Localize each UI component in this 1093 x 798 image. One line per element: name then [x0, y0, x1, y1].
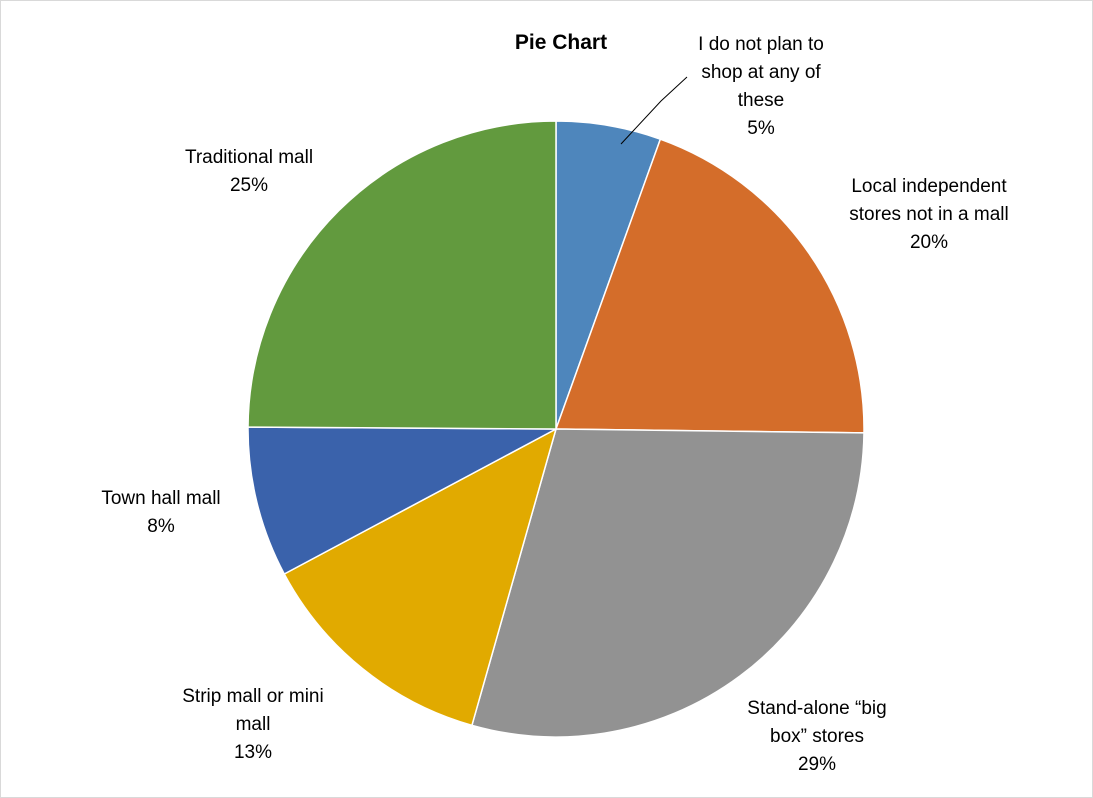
slice-label: Stand-alone “big box” stores 29% [697, 695, 937, 779]
pie-slice [247, 426, 557, 575]
slice-label: Town hall mall 8% [41, 485, 281, 541]
slice-label-line: Town hall mall [101, 488, 221, 509]
slice-label-line: box” stores [770, 726, 864, 747]
slice-label-line: stores not in a mall [849, 204, 1009, 225]
chart-title: Pie Chart [514, 31, 608, 54]
pie-slice [554, 138, 865, 434]
pie-slice [247, 120, 557, 430]
slice-label: I do not plan to shop at any of these 5% [641, 31, 881, 143]
slice-percent-label: 25% [229, 175, 269, 196]
slice-percent-label: 8% [147, 516, 175, 537]
slice-label-line: Strip mall or mini [182, 686, 324, 707]
slice-label-line: Stand-alone “big [747, 698, 887, 719]
leader-line [620, 76, 688, 145]
pie-slice [471, 428, 865, 738]
pie-slice [283, 427, 558, 727]
slice-label-line: Traditional mall [184, 147, 314, 168]
slice-label: Strip mall or mini mall 13% [133, 683, 373, 767]
slice-label: Local independent stores not in a mall 20% [809, 173, 1049, 257]
slice-label-line: shop at any of [701, 62, 821, 83]
slice-percent-label: 20% [909, 232, 949, 253]
slice-label-line: I do not plan to [698, 34, 824, 55]
slice-label-line: these [737, 90, 785, 111]
slice-label-line: mall [235, 714, 271, 735]
slice-label: Traditional mall 25% [129, 144, 369, 200]
slice-percent-label: 29% [797, 754, 837, 775]
slice-percent-label: 13% [233, 742, 273, 763]
slice-label-line: Local independent [851, 176, 1007, 197]
slice-percent-label: 5% [747, 118, 775, 139]
